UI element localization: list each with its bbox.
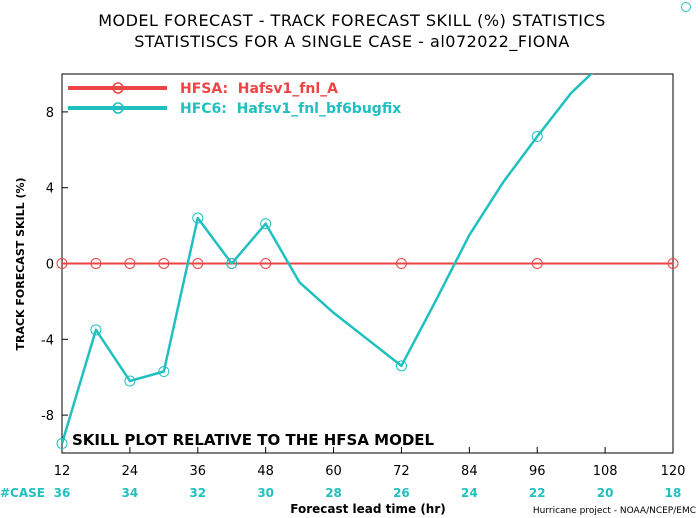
x-tick-label: 12	[54, 464, 71, 479]
case-count: 22	[529, 486, 546, 500]
legend-marker-hfc6	[112, 102, 124, 114]
data-point-1	[56, 438, 68, 450]
series-markers	[56, 131, 679, 450]
series-lines	[62, 74, 673, 444]
data-point-1	[226, 258, 238, 269]
y-tick-label: -8	[41, 409, 54, 424]
y-tick-label: 0	[46, 258, 54, 273]
corner-marker-icon	[681, 2, 691, 12]
y-tick-label: -4	[41, 333, 54, 348]
y-axis-label: TRACK FORECAST SKILL (%)	[14, 177, 27, 350]
x-tick-label: 120	[661, 464, 686, 479]
data-point-0	[667, 258, 679, 269]
data-point-0	[124, 258, 136, 269]
data-point-1	[124, 375, 136, 387]
data-point-1	[395, 360, 407, 372]
skill-annotation: SKILL PLOT RELATIVE TO THE HFSA MODEL	[72, 431, 435, 449]
x-tick-label: 24	[122, 464, 139, 479]
x-tick-label: 108	[593, 464, 618, 479]
data-point-0	[90, 258, 102, 269]
case-count: 20	[597, 486, 614, 500]
data-point-0	[531, 258, 543, 269]
case-count: 34	[122, 486, 139, 500]
case-count: 26	[393, 486, 410, 500]
data-point-0	[158, 258, 170, 269]
chart-title-line2: STATISTISCS FOR A SINGLE CASE - al072022…	[134, 32, 570, 52]
legend: HFSA: Hafsv1_fnl_A HFC6: Hafsv1_fnl_bf6b…	[68, 81, 401, 117]
case-count: 36	[54, 486, 71, 500]
case-count: 32	[189, 486, 206, 500]
x-tick-label: 60	[325, 464, 342, 479]
data-point-1	[90, 324, 102, 336]
credit-text: Hurricane project - NOAA/NCEP/EMC	[533, 506, 696, 516]
data-point-0	[56, 258, 68, 269]
legend-label-hfc6: HFC6: Hafsv1_fnl_bf6bugfix	[180, 101, 401, 117]
data-point-1	[158, 366, 170, 378]
data-point-1	[192, 212, 204, 224]
case-count: 28	[325, 486, 342, 500]
chart-title-line1: MODEL FORECAST - TRACK FORECAST SKILL (%…	[98, 11, 606, 30]
data-point-0	[260, 258, 272, 269]
data-point-1	[531, 131, 543, 143]
case-label: #CASE	[0, 486, 45, 500]
series-line-1	[62, 74, 593, 444]
legend-label-hfsa: HFSA: Hafsv1_fnl_A	[180, 81, 338, 97]
case-count: 24	[461, 486, 478, 500]
x-tick-label: 36	[190, 464, 207, 479]
case-count: 18	[665, 486, 682, 500]
data-point-1	[260, 218, 272, 230]
y-tick-label: 4	[46, 182, 54, 197]
x-tick-label: 96	[529, 464, 546, 479]
x-tick-label: 48	[257, 464, 274, 479]
data-point-0	[192, 258, 204, 269]
legend-marker-hfsa	[112, 82, 124, 94]
data-point-0	[395, 258, 407, 269]
y-tick-label: 8	[46, 106, 54, 121]
x-axis-label: Forecast lead time (hr)	[290, 502, 446, 516]
case-values: 36 34 32 30 28 26 24 22 20 18	[54, 486, 682, 500]
case-count: 30	[257, 486, 274, 500]
x-tick-label: 72	[393, 464, 410, 479]
x-tick-label: 84	[461, 464, 478, 479]
